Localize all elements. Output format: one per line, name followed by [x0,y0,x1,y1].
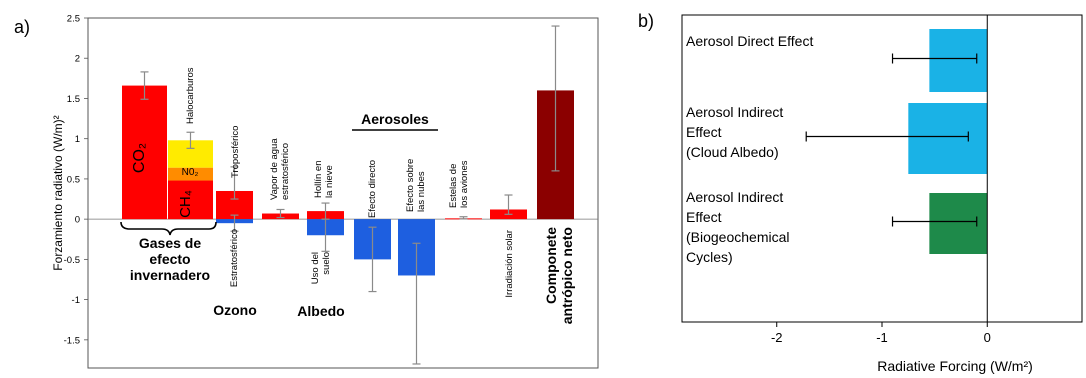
chart-b-x-tick-label: 0 [984,330,991,345]
chart-a-bar-co2 [122,85,167,220]
label-efecto-directo: Efecto directo [367,160,378,218]
panel-label-a: a) [14,17,30,37]
label-uso-suelo-2: suelo [321,252,332,275]
chart-a-y-label: Forzamiento radiativo (W/m)² [51,115,65,270]
label-uso-suelo-1: Uso del [310,252,321,284]
chart-b-x-axis: -2 -1 0 [771,322,991,345]
group-label-gases-3: invernadero [130,267,210,283]
label-efecto-nubes-2: las nubes [416,171,427,212]
label-hollin-1: Hollín en [313,161,324,199]
group-label-aerosoles: Aerosoles [361,111,429,127]
label-vapor-1: Vapor de agua [269,138,280,200]
chart-a-y-tick-label: -1 [72,295,80,306]
chart-b-category-label: Cycles) [686,249,733,265]
chart-b-bar [929,29,988,92]
chart-b-x-tick-label: -1 [876,330,888,345]
chart-a-y-tick-label: 0.5 [67,174,80,185]
chart-b: -2 -1 0 Aerosol Direct Effect Aerosol Indir… [681,14,1083,374]
chart-b-category-label: (Cloud Albedo) [686,144,779,160]
chart-b-category-labels: Aerosol Direct Effect Aerosol Indirect Eff… [686,33,813,265]
label-estratosferico: Estratosférico [229,229,240,287]
group-label-gases-1: Gases de [139,235,201,251]
chart-b-x-tick-label: -2 [771,330,783,345]
chart-a-bar-n2o [168,167,213,181]
chart-b-bar [929,193,988,254]
ch4-bar-text: CH₄ [177,190,194,218]
chart-b-plot-area [681,14,1083,323]
panel-label-b: b) [638,11,654,31]
chart-b-bar [908,103,988,174]
chart-a: 2.5 2 1.5 1 0.5 0 -0.5 -1 -1.5 Forzamiento radia… [51,14,599,369]
chart-b-category-label: Aerosol Indirect [686,104,783,120]
chart-a-y-tick-label: 1 [75,134,80,145]
chart-a-y-axis: 2.5 2 1.5 1 0.5 0 -0.5 -1 -1.5 [64,14,88,346]
label-efecto-nubes-1: Efecto sobre [405,159,416,212]
chart-b-x-label: Radiative Forcing (W/m²) [877,358,1033,374]
co2-bar-text: CO₂ [131,143,148,173]
chart-a-y-tick-label: -1.5 [64,335,80,346]
label-estelas-2: los aviones [459,160,470,208]
group-label-ozono: Ozono [213,302,257,318]
label-estelas-1: Estelas de [448,164,459,208]
chart-b-category-label: Aerosol Indirect [686,189,783,205]
label-irradiacion: Irradiación solar [504,230,515,298]
chart-b-error-bars [805,53,978,227]
chart-b-category-label: (Biogeochemical [686,229,790,245]
chart-b-category-label: Effect [686,124,722,140]
chart-a-y-tick-label: -0.5 [64,255,80,266]
label-vapor-2: estratosférico [280,143,291,200]
chart-a-bar-ch4 [168,180,213,220]
gases-brace [120,221,217,236]
chart-b-category-label: Aerosol Direct Effect [686,33,813,49]
chart-a-y-tick-label: 2 [75,54,80,65]
chart-a-y-tick-label: 2.5 [67,14,80,25]
label-troposferico: Troposférico [230,126,241,178]
chart-b-bars [908,29,988,254]
group-label-neto-1: Componete [543,227,559,304]
chart-a-error-bars [140,25,560,365]
chart-b-category-label: Effect [686,209,722,225]
n2o-bar-text: N0₂ [182,167,199,178]
group-label-albedo: Albedo [297,303,344,319]
group-label-gases-2: efecto [149,251,190,267]
label-halocarburos: Halocarburos [185,67,196,124]
chart-a-y-tick-label: 0 [75,215,80,226]
group-label-neto-2: antrópico neto [559,227,575,324]
label-hollin-2: la nieve [324,165,335,198]
chart-a-y-tick-label: 1.5 [67,94,80,105]
